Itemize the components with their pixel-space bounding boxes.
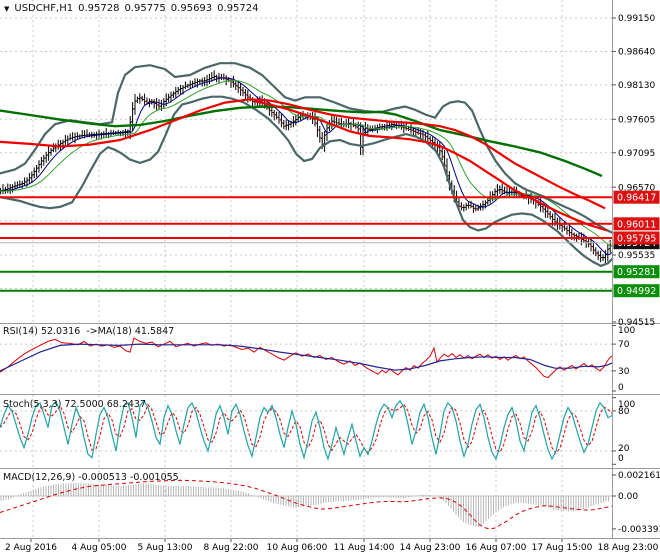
svg-text:0.94992: 0.94992: [617, 286, 656, 297]
svg-text:0.98130: 0.98130: [618, 81, 655, 91]
stochastic-plot: [0, 399, 613, 462]
svg-text:14 Aug 23:00: 14 Aug 23:00: [400, 543, 461, 553]
svg-text:8 Aug 22:00: 8 Aug 22:00: [204, 543, 259, 553]
svg-text:0.96011: 0.96011: [617, 219, 656, 230]
ohlc-close: 0.95724: [217, 3, 259, 14]
vertical-gridlines: [32, 0, 563, 538]
price-gridlines: [0, 17, 612, 289]
svg-text:0.99150: 0.99150: [618, 14, 655, 24]
price-badges: 0.957240.964170.960110.957950.952810.949…: [613, 190, 660, 298]
svg-text:0.98640: 0.98640: [618, 48, 655, 58]
svg-text:0: 0: [618, 454, 624, 464]
y-axis-labels: 0.99150 0.98640 0.98130 0.97605 0.97095 0.965…: [612, 14, 660, 535]
bollinger-bands: [0, 62, 614, 268]
svg-text:0.96570: 0.96570: [618, 183, 655, 193]
svg-text:10 Aug 06:00: 10 Aug 06:00: [267, 543, 328, 553]
macd-plot: [0, 479, 613, 530]
svg-text:17 Aug 15:00: 17 Aug 15:00: [532, 543, 593, 553]
svg-text:2 Aug 2016: 2 Aug 2016: [5, 543, 57, 553]
slow-ma-lines: [0, 98, 608, 232]
svg-text:4 Aug 05:00: 4 Aug 05:00: [72, 543, 127, 553]
x-axis-labels: 2 Aug 2016 4 Aug 05:00 5 Aug 13:00 8 Aug 22…: [5, 539, 659, 553]
symbol-timeframe-label: USDCHF,H1: [14, 3, 74, 14]
chart-title: ▼ USDCHF,H1 0.95728 0.95775 0.95693 0.95…: [4, 3, 259, 14]
rsi-indicator-label: RSI(14) 52.0316 ->MA(18) 41.5847: [3, 326, 175, 337]
svg-text:5 Aug 13:00: 5 Aug 13:00: [138, 543, 193, 553]
level-price-badge: 0.94992: [613, 284, 660, 298]
svg-text:16 Aug 07:00: 16 Aug 07:00: [466, 543, 527, 553]
svg-text:18 Aug 23:00: 18 Aug 23:00: [598, 543, 659, 553]
rsi-plot: [0, 337, 613, 379]
fast-ma-lines: [0, 77, 613, 256]
level-price-badge: 0.96417: [613, 190, 660, 204]
svg-text:-0.003391: -0.003391: [618, 525, 660, 535]
level-price-badge: 0.95795: [613, 231, 660, 245]
ohlc-open: 0.95728: [78, 3, 120, 14]
svg-text:0.002161: 0.002161: [618, 471, 660, 481]
stochastic-indicator-label: Stoch(5,3,3) 72.5000 68.2437: [3, 399, 147, 410]
svg-text:0.95281: 0.95281: [617, 267, 656, 278]
svg-text:0.95535: 0.95535: [618, 251, 655, 261]
svg-text:20: 20: [618, 444, 630, 454]
svg-text:0.97605: 0.97605: [618, 116, 655, 126]
svg-text:0.95795: 0.95795: [617, 234, 656, 245]
level-price-badge: 0.96011: [613, 217, 660, 230]
svg-text:30: 30: [618, 367, 630, 377]
chart-dropdown-icon[interactable]: ▼: [4, 4, 10, 13]
svg-text:0: 0: [618, 383, 624, 393]
support-resistance-lines[interactable]: [0, 196, 612, 292]
ohlc-low: 0.95693: [170, 3, 213, 14]
ohlc-high: 0.95775: [124, 3, 166, 14]
svg-text:0.96417: 0.96417: [617, 193, 656, 204]
svg-text:70: 70: [618, 340, 630, 350]
svg-text:100: 100: [618, 400, 635, 410]
panel-separators[interactable]: [0, 0, 660, 539]
svg-text:80: 80: [618, 407, 630, 417]
level-price-badge: 0.95281: [613, 265, 660, 278]
svg-text:11 Aug 14:00: 11 Aug 14:00: [334, 543, 395, 553]
svg-text:0.94515: 0.94515: [618, 318, 655, 328]
svg-text:100: 100: [618, 326, 635, 336]
svg-text:0.00: 0.00: [618, 492, 638, 502]
svg-text:0.97095: 0.97095: [618, 149, 655, 159]
macd-indicator-label: MACD(12,26,9) -0.000513 -0.001055: [3, 472, 179, 483]
